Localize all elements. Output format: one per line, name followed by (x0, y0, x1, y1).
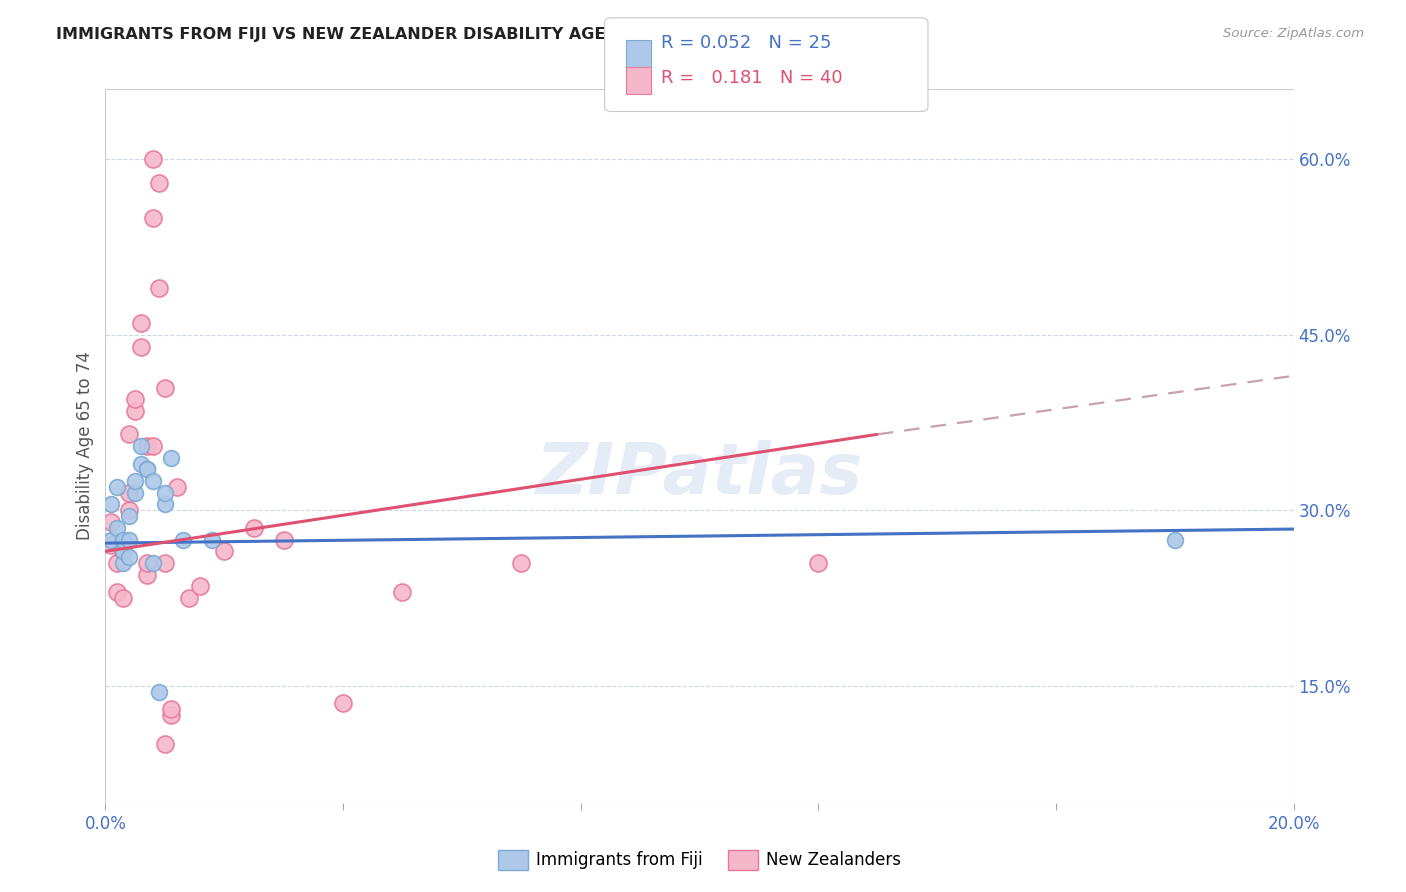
Point (153, 380, 176, 394)
Point (118, 509, 141, 524)
Text: ZIPatlas: ZIPatlas (536, 440, 863, 509)
Point (136, 556, 159, 570)
Point (124, 404, 146, 418)
Point (118, 533, 141, 547)
Point (129, 457, 152, 471)
Point (332, 697, 354, 711)
Point (142, 211, 165, 225)
Point (190, 579, 212, 593)
Point (129, 439, 152, 453)
Point (159, 708, 181, 723)
Point (243, 521, 266, 535)
Point (118, 485, 141, 500)
Text: R =   0.181   N = 40: R = 0.181 N = 40 (661, 69, 842, 87)
Point (172, 533, 194, 547)
Point (153, 737, 176, 751)
Point (391, 585, 413, 599)
Point (148, 281, 170, 295)
Point (136, 439, 159, 453)
Point (142, 556, 165, 570)
Point (129, 340, 152, 354)
Point (142, 439, 165, 453)
Point (112, 533, 135, 547)
Point (100, 533, 122, 547)
Point (100, 515, 122, 529)
Point (105, 480, 128, 494)
Point (124, 485, 146, 500)
Point (273, 533, 295, 547)
Point (177, 591, 200, 605)
Point (201, 533, 224, 547)
Point (136, 462, 159, 476)
Point (105, 521, 128, 535)
Point (807, 556, 830, 570)
Point (153, 498, 176, 512)
Legend: Immigrants from Fiji, New Zealanders: Immigrants from Fiji, New Zealanders (491, 843, 908, 877)
Point (112, 556, 135, 570)
Text: Source: ZipAtlas.com: Source: ZipAtlas.com (1223, 27, 1364, 40)
Point (142, 474, 165, 488)
Point (100, 538, 122, 552)
Point (159, 702, 181, 716)
Point (159, 450, 181, 465)
Point (124, 474, 146, 488)
Point (510, 556, 533, 570)
Point (214, 544, 236, 558)
Point (112, 591, 135, 605)
Point (136, 462, 159, 476)
Point (118, 550, 141, 565)
Point (118, 427, 141, 442)
Point (153, 485, 176, 500)
Point (124, 392, 146, 407)
Point (105, 585, 128, 599)
Point (100, 498, 122, 512)
Point (1164, 533, 1187, 547)
Text: IMMIGRANTS FROM FIJI VS NEW ZEALANDER DISABILITY AGE 65 TO 74 CORRELATION CHART: IMMIGRANTS FROM FIJI VS NEW ZEALANDER DI… (56, 27, 889, 42)
Point (148, 684, 170, 698)
Point (136, 567, 159, 582)
Point (153, 556, 176, 570)
Point (105, 556, 128, 570)
Point (118, 503, 141, 517)
Y-axis label: Disability Age 65 to 74: Disability Age 65 to 74 (76, 351, 94, 541)
Point (112, 544, 135, 558)
Text: R = 0.052   N = 25: R = 0.052 N = 25 (661, 34, 831, 52)
Point (112, 544, 135, 558)
Point (142, 153, 165, 167)
Point (166, 480, 188, 494)
Point (129, 316, 152, 330)
Point (148, 176, 170, 190)
